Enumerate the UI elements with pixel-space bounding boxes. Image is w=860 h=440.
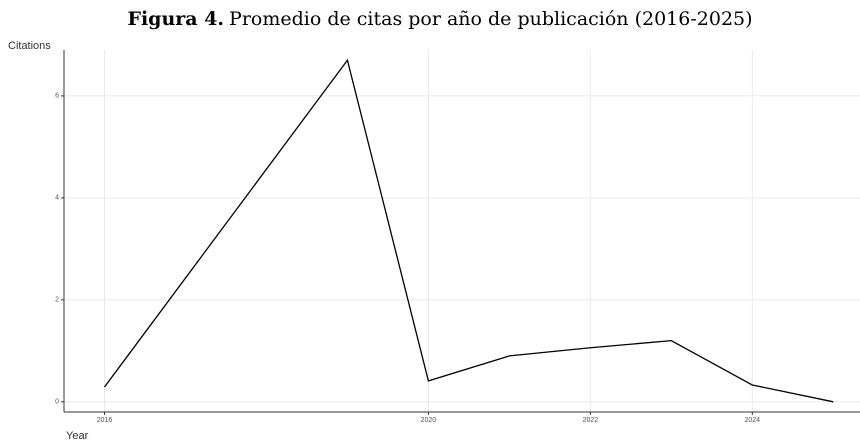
chart-title: Promedio de citas por año de publicación… bbox=[229, 8, 752, 30]
y-tick-label: 2 bbox=[55, 297, 59, 304]
y-tick-label: 0 bbox=[55, 399, 59, 406]
y-axis-label: Citations bbox=[8, 40, 51, 52]
title-prefix: Figura 4. bbox=[127, 8, 224, 30]
y-tick-label: 4 bbox=[55, 195, 59, 202]
x-tick-label: 2022 bbox=[583, 417, 599, 424]
x-tick-label: 2016 bbox=[97, 417, 113, 424]
line-series bbox=[103, 58, 834, 403]
x-axis-label: Year bbox=[66, 430, 89, 440]
x-tick-label: 2024 bbox=[745, 417, 761, 424]
x-tick-label: 2020 bbox=[421, 417, 437, 424]
chart-title-group: Figura 4. Promedio de citas por año de pu… bbox=[127, 8, 752, 30]
y-tick-label: 6 bbox=[55, 93, 59, 100]
